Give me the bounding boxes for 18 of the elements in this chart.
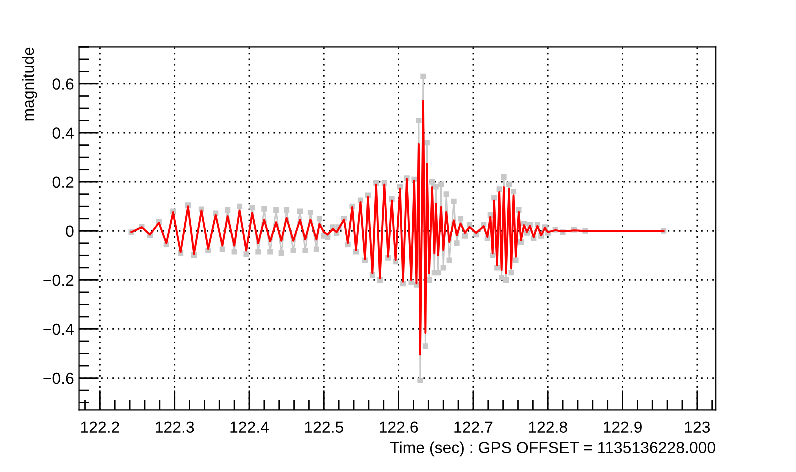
y-tick-label: 0 — [66, 226, 74, 238]
x-tick-label: 122.7 — [454, 422, 493, 433]
x-tick-label: 122.6 — [380, 422, 418, 434]
x-tick-label: 122.2 — [81, 422, 120, 433]
y-tick-label: 0.4 — [52, 128, 74, 139]
x-tick-label: 123 — [685, 422, 710, 434]
x-tick-label: 122.8 — [529, 422, 568, 434]
y-tick-label: 0.2 — [52, 176, 74, 188]
x-tick-label: 122.4 — [230, 422, 270, 433]
y-tick-label: −0.4 — [44, 324, 74, 336]
x-tick-label: 122.9 — [604, 422, 642, 434]
y-tick-label: 0.6 — [52, 78, 74, 90]
y-axis-title: magnitude — [22, 48, 38, 121]
x-tick-label: 122.3 — [156, 422, 194, 434]
y-tick-label: −0.6 — [44, 372, 74, 384]
x-tick-label: 122.5 — [305, 422, 344, 434]
x-axis-title: Time (sec) : GPS OFFSET = 1135136228.000 — [390, 442, 716, 457]
y-tick-label: −0.2 — [44, 274, 74, 286]
